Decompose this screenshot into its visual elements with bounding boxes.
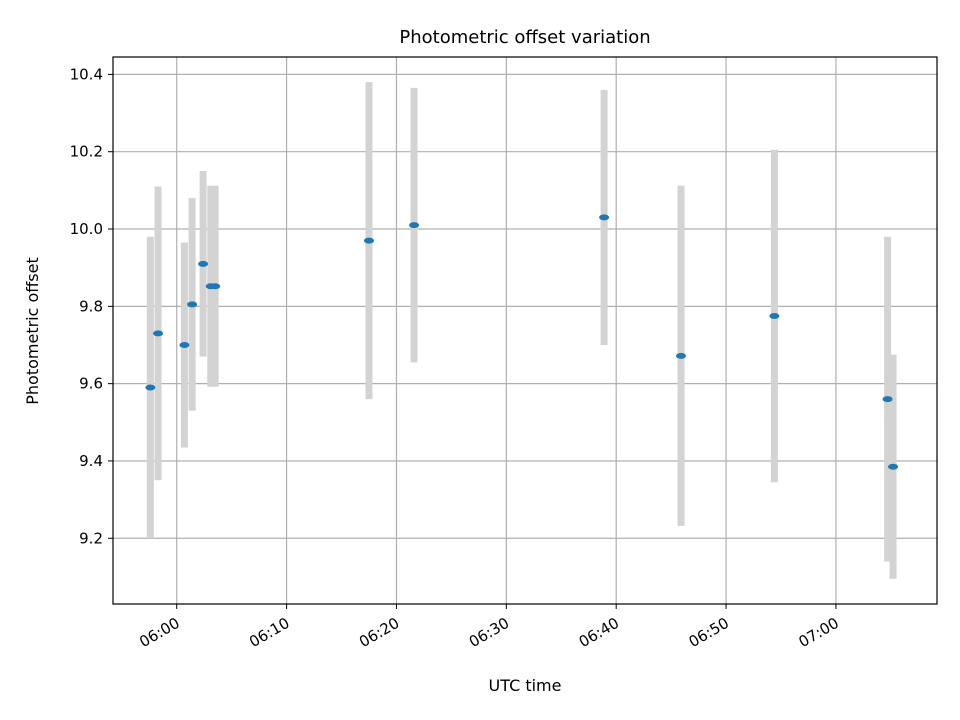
y-tick-label: 10.2 [70, 143, 103, 161]
data-point [363, 237, 374, 244]
data-point [769, 313, 780, 320]
x-tick-label: 07:00 [795, 614, 841, 651]
data-point [210, 283, 221, 290]
x-tick-label: 06:10 [246, 614, 292, 651]
y-tick-label: 9.6 [79, 375, 103, 393]
data-point [888, 463, 899, 470]
chart-title: Photometric offset variation [399, 27, 650, 48]
data-point [145, 384, 156, 391]
x-axis-title: UTC time [489, 676, 562, 695]
data-point [198, 260, 209, 267]
data-point [187, 301, 198, 308]
plot-frame [112, 56, 938, 605]
data-point [179, 341, 190, 348]
y-tick-label: 9.4 [79, 452, 103, 470]
y-axis-ticks: 9.2 9.4 9.6 9.8 10.0 10.2 10.4 [70, 65, 113, 547]
error-bars [146, 82, 897, 579]
y-tick-label: 10.0 [70, 220, 103, 238]
data-point [676, 352, 687, 359]
x-tick-label: 06:40 [576, 614, 622, 651]
x-axis-ticks: 06:00 06:10 06:20 06:30 06:40 06:50 07:00 [136, 604, 842, 651]
data-point [882, 396, 893, 403]
data-point [153, 330, 164, 337]
data-points [145, 214, 899, 470]
data-point [599, 214, 610, 221]
y-tick-label: 9.8 [79, 297, 103, 315]
x-tick-label: 06:00 [136, 614, 182, 651]
y-tick-label: 9.2 [79, 529, 103, 547]
y-axis-title: Photometric offset [23, 257, 42, 405]
x-tick-label: 06:30 [466, 614, 512, 651]
grid-lines [113, 57, 937, 604]
x-tick-label: 06:20 [356, 614, 402, 651]
y-tick-label: 10.4 [70, 65, 103, 83]
data-point [409, 222, 420, 229]
x-tick-label: 06:50 [686, 614, 732, 651]
